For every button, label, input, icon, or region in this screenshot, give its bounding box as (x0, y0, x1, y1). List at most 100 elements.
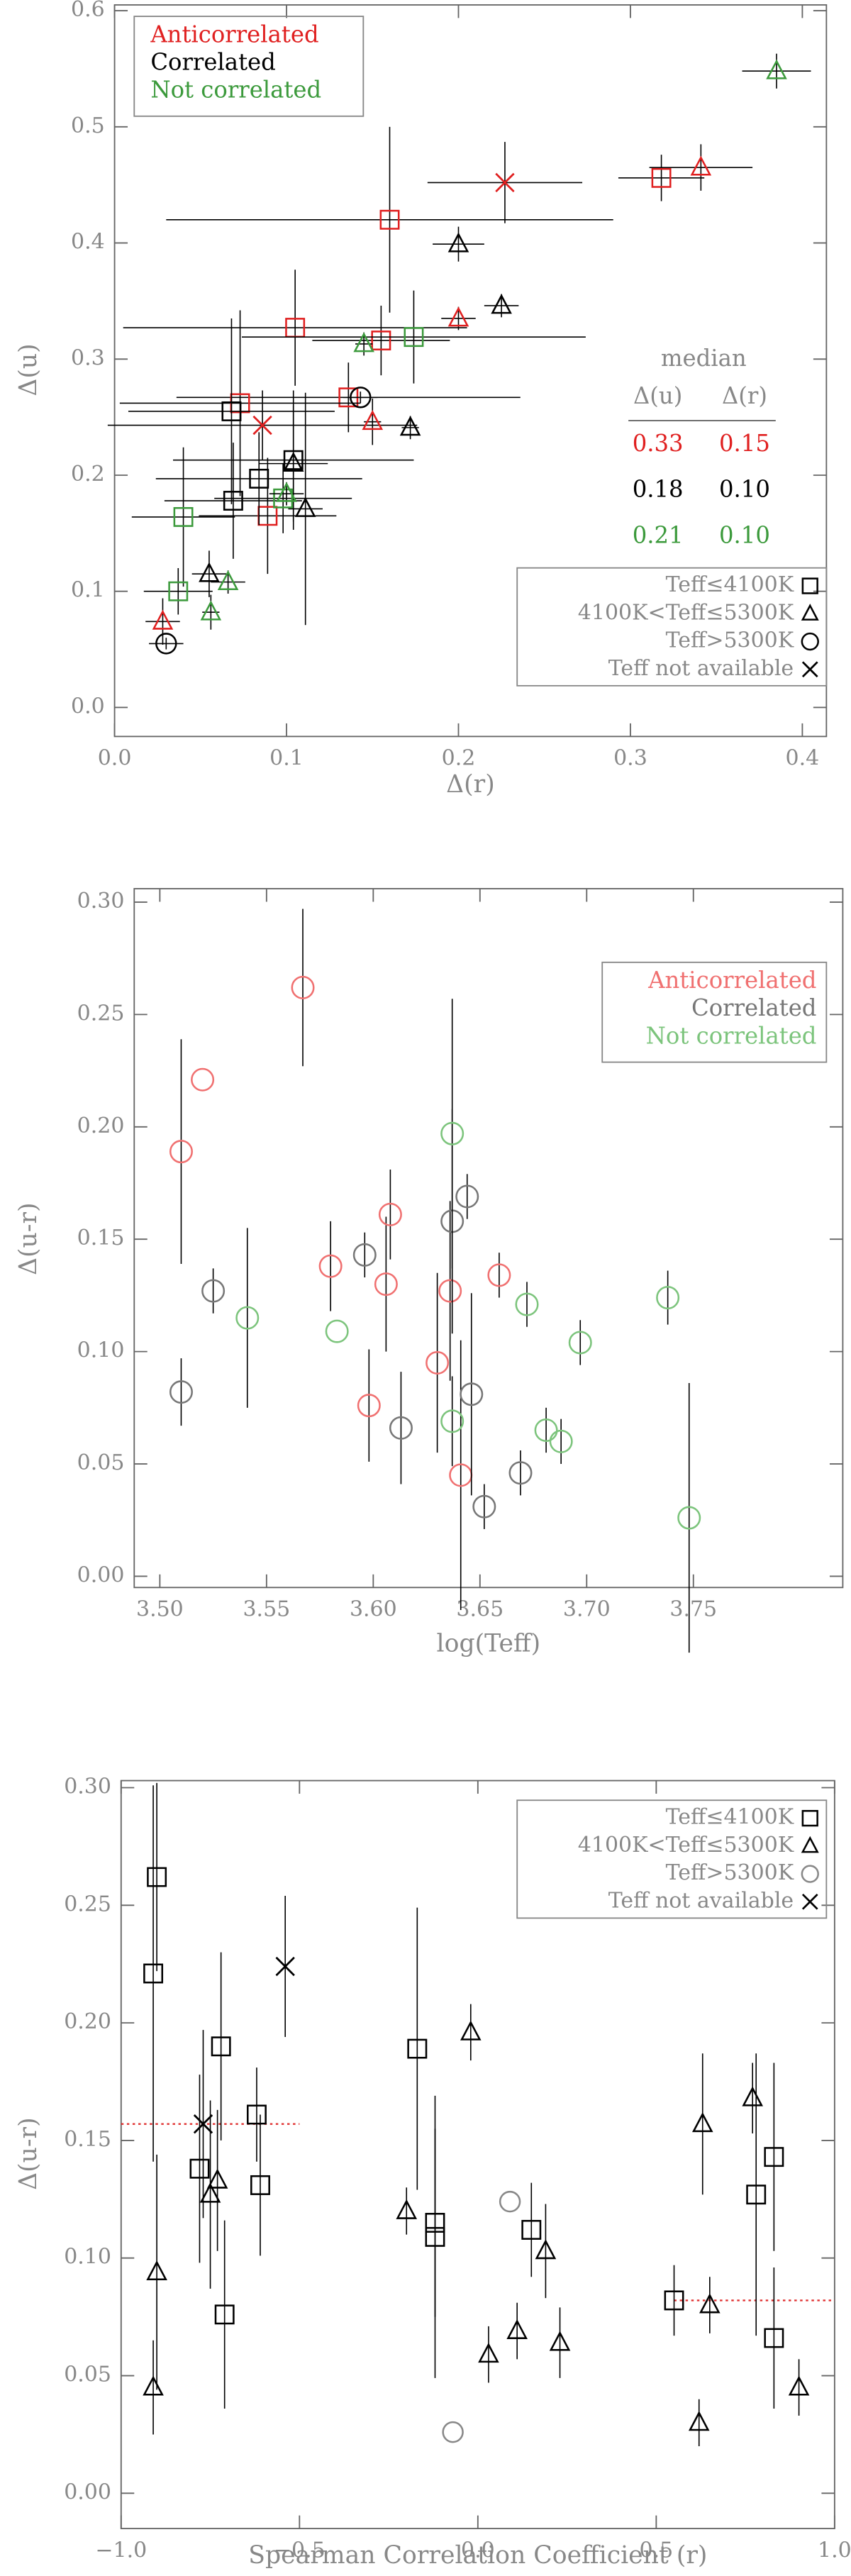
x-tick-label: 0.5 (640, 2538, 674, 2563)
y-tick-label: 0.6 (71, 0, 105, 22)
median-cell: 0.21 (633, 521, 684, 548)
y-tick-label: 0.3 (71, 345, 105, 370)
marker-triangle (766, 59, 787, 79)
marker-circle (378, 1202, 402, 1226)
marker-triangle (549, 2331, 571, 2351)
marker-square (147, 1867, 167, 1887)
marker-square (211, 2036, 231, 2057)
marker-triangle (688, 2411, 710, 2431)
y-tick-label: 0.0 (71, 694, 105, 718)
marker-triangle (199, 2182, 221, 2203)
marker-circle (169, 1140, 193, 1164)
marker-triangle (801, 1836, 819, 1853)
legend-label: Teff not available (608, 656, 794, 681)
legend-label: Correlated (691, 994, 816, 1021)
x-tick-label: 3.55 (243, 1597, 290, 1622)
marker-triangle (143, 2375, 164, 2396)
y-tick-label: 0.15 (64, 2127, 111, 2152)
x-tick-label: 0.2 (442, 746, 476, 771)
marker-square (801, 577, 818, 594)
y-tick-label: 0.25 (77, 1001, 125, 1026)
marker-triangle (447, 306, 469, 327)
marker-circle (549, 1429, 573, 1453)
marker-circle (534, 1419, 558, 1442)
legend-label: 4100K<Teff≤5300K (578, 600, 794, 625)
legend-box (133, 16, 365, 117)
marker-circle (455, 1184, 479, 1209)
y-tick-label: 0.1 (71, 578, 105, 603)
x-tick-label: 3.70 (563, 1597, 611, 1622)
marker-circle (801, 1865, 819, 1883)
marker-square (801, 1809, 818, 1827)
marker-square (746, 2184, 767, 2205)
marker-circle (318, 1254, 343, 1278)
marker-circle (515, 1292, 539, 1316)
legend-label: Not correlated (150, 77, 321, 104)
marker-triangle (535, 2239, 557, 2260)
marker-circle (169, 1380, 193, 1404)
marker-circle (472, 1494, 496, 1519)
marker-square (651, 167, 672, 188)
y-axis-label: Δ(u-r) (14, 2117, 43, 2190)
marker-circle (291, 975, 315, 999)
marker-square (168, 581, 189, 601)
marker-cross (495, 172, 515, 193)
marker-cross (193, 2114, 213, 2134)
y-tick-label: 0.00 (77, 1562, 125, 1587)
marker-triangle (146, 2260, 167, 2281)
marker-circle (374, 1272, 398, 1297)
legend-box (516, 567, 828, 687)
y-tick-label: 0.20 (77, 1114, 125, 1138)
marker-triangle (152, 609, 174, 630)
marker-triangle (399, 416, 421, 436)
marker-square (764, 2328, 784, 2348)
marker-circle (191, 1067, 215, 1092)
marker-triangle (206, 2168, 228, 2189)
marker-square (214, 2304, 235, 2325)
x-tick-label: −0.5 (274, 2538, 326, 2563)
marker-triangle (699, 2293, 721, 2314)
y-tick-label: 0.30 (64, 1775, 111, 1799)
marker-triangle (200, 600, 222, 621)
marker-cross (252, 415, 272, 435)
x-tick-label: 3.60 (350, 1597, 397, 1622)
marker-square (189, 2158, 210, 2179)
x-tick-label: 3.50 (136, 1597, 184, 1622)
marker-circle (460, 1382, 484, 1406)
marker-square (404, 327, 424, 348)
marker-square (221, 401, 242, 421)
median-column: Δ(u) (633, 382, 682, 409)
marker-circle (235, 1306, 260, 1330)
marker-circle (201, 1279, 226, 1303)
marker-triangle (199, 562, 220, 582)
y-tick-label: 0.4 (71, 230, 105, 255)
marker-circle (352, 1243, 377, 1267)
y-tick-label: 0.20 (64, 2009, 111, 2034)
legend-label: Not correlated (646, 1022, 817, 1049)
marker-triangle (294, 496, 316, 517)
y-tick-label: 0.15 (77, 1226, 125, 1250)
x-tick-label: 0.0 (98, 746, 132, 771)
legend-label: Teff>5300K (666, 628, 794, 653)
marker-circle (499, 2190, 521, 2213)
y-axis-label: Δ(u-r) (14, 1203, 43, 1276)
marker-triangle (506, 2319, 528, 2339)
x-tick-label: 3.75 (669, 1597, 717, 1622)
marker-square (371, 331, 391, 351)
marker-circle (568, 1331, 592, 1355)
x-axis-label: log(Teff) (437, 1630, 541, 1658)
y-tick-label: 0.10 (64, 2245, 111, 2270)
marker-square (521, 2219, 542, 2240)
marker-square (249, 468, 269, 489)
legend-label: Anticorrelated (150, 21, 318, 48)
marker-square (407, 2038, 428, 2059)
marker-circle (442, 2421, 464, 2443)
marker-circle (440, 1409, 465, 1433)
marker-triangle (460, 2020, 482, 2041)
marker-circle (656, 1286, 680, 1310)
marker-cross (801, 661, 818, 678)
legend-label: Teff≤4100K (666, 572, 794, 597)
marker-circle (487, 1263, 511, 1287)
marker-circle (389, 1416, 413, 1440)
